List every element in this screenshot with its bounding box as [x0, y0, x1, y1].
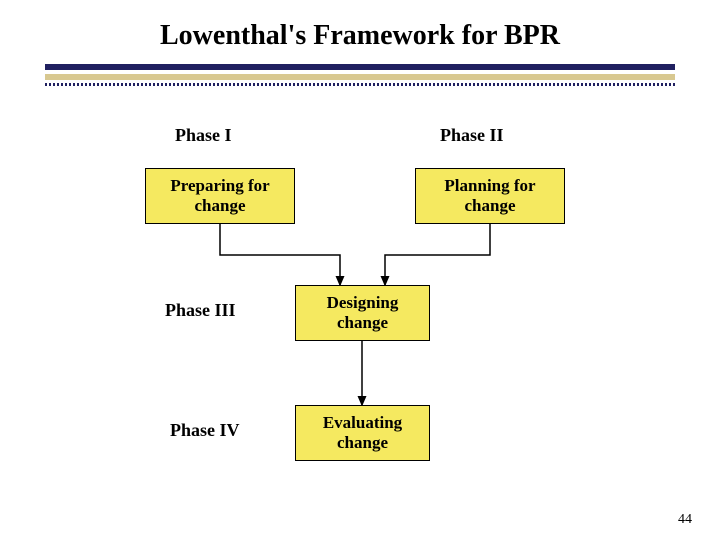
divider-bar-navy: [45, 64, 675, 70]
phase-label: Phase III: [165, 300, 275, 321]
page-number: 44: [678, 512, 692, 528]
phase-label: Phase I: [175, 125, 275, 146]
flow-arrow: [385, 224, 490, 285]
divider-bar-dashes: [45, 83, 675, 86]
flow-box: Preparing forchange: [145, 168, 295, 224]
phase-label: Phase IV: [170, 420, 270, 441]
flow-box: Planning forchange: [415, 168, 565, 224]
flow-box: Designingchange: [295, 285, 430, 341]
title-divider: [45, 64, 675, 86]
flow-arrow: [220, 224, 340, 285]
phase-label: Phase II: [440, 125, 540, 146]
divider-bar-gold: [45, 74, 675, 80]
flow-box: Evaluatingchange: [295, 405, 430, 461]
page-title: Lowenthal's Framework for BPR: [0, 0, 720, 64]
